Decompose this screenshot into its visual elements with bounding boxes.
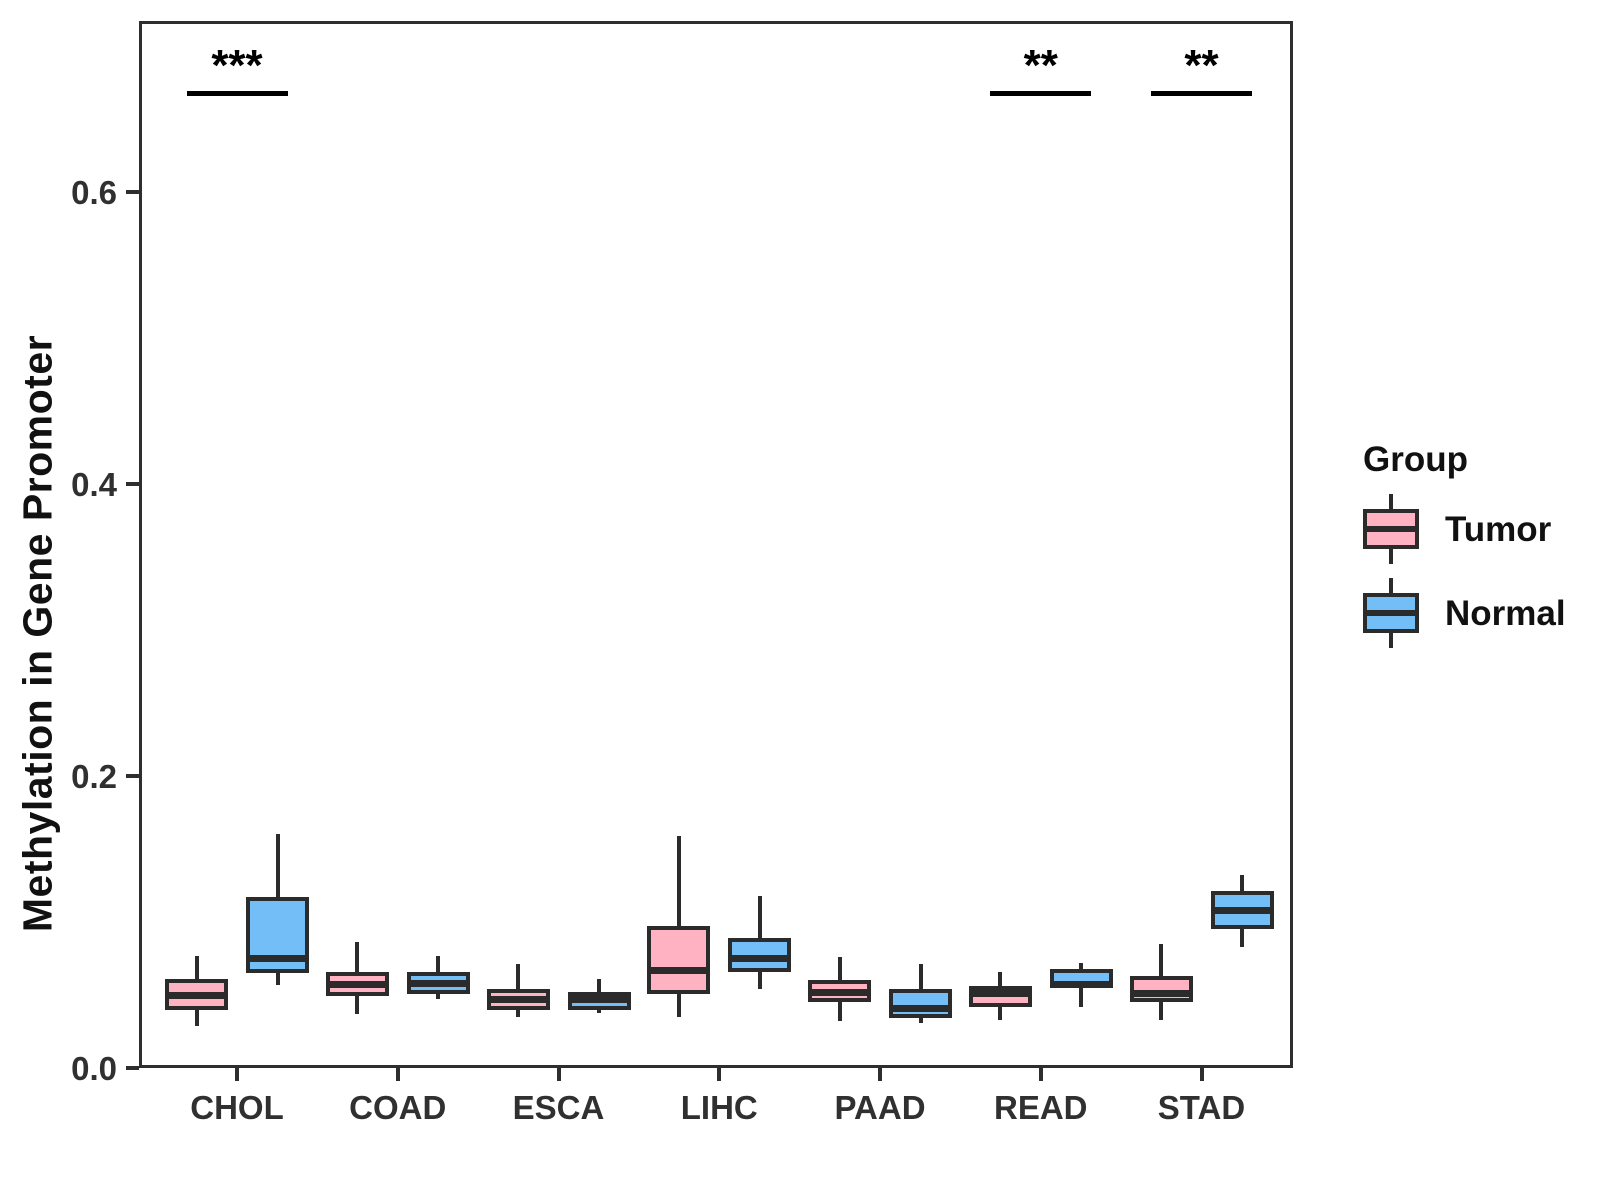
y-axis-tick [126,774,139,778]
median-tumor-stad [1129,990,1193,998]
median-tumor-lihc [647,966,711,974]
x-tick-label-lihc: LIHC [680,1089,758,1126]
box-tumor-lihc [647,926,711,994]
box-normal-paad [889,989,952,1019]
significance-label-stad: ** [1184,41,1219,90]
x-axis-tick [1038,1068,1043,1081]
x-axis-tick [235,1068,239,1081]
x-tick-label-stad: STAD [1157,1089,1246,1126]
x-tick-label-esca: ESCA [512,1089,605,1126]
x-axis-tick [717,1068,722,1081]
y-tick-label: 0.6 [71,174,117,211]
legend-key-part [1389,633,1393,648]
x-axis-tick [1199,1068,1204,1081]
median-tumor-coad [325,981,389,989]
legend-item-normal: Normal [1345,578,1595,648]
significance-label-chol: *** [211,41,263,90]
median-tumor-chol [165,991,228,999]
legend-key-part [1389,549,1393,564]
median-tumor-paad [808,988,871,996]
median-tumor-esca [486,995,550,1003]
y-axis-tick [126,482,139,486]
x-tick-label-read: READ [993,1089,1088,1126]
significance-line-read [990,91,1092,96]
box-tumor-stad [1129,976,1193,1003]
x-tick-label-chol: CHOL [190,1089,284,1126]
normal-boxplot-key-icon [1363,578,1419,648]
median-normal-esca [567,995,631,1003]
significance-label-read: ** [1023,41,1058,90]
plot-panel [139,21,1293,1068]
y-axis-tick [126,190,139,194]
legend-label-normal: Normal [1445,594,1566,633]
significance-line-chol [186,91,288,96]
x-axis-tick [556,1068,561,1081]
legend-key-part [1389,494,1393,509]
significance-line-stad [1151,91,1252,96]
x-axis-tick [395,1068,400,1081]
x-axis-tick [878,1068,882,1081]
median-normal-read [1049,981,1113,989]
median-normal-stad [1210,906,1274,914]
legend-label-tumor: Tumor [1445,510,1552,549]
tumor-boxplot-key-icon [1363,494,1419,564]
legend-key-part [1363,610,1419,616]
y-tick-label: 0.4 [71,466,117,503]
legend-key-part [1389,578,1393,593]
y-axis-tick [126,1066,139,1070]
box-normal-lihc [728,938,792,972]
median-normal-coad [406,979,470,987]
legend-title: Group [1363,440,1468,479]
x-tick-label-paad: PAAD [834,1089,926,1126]
x-tick-label-coad: COAD [349,1089,447,1126]
median-tumor-read [968,990,1032,998]
y-tick-label: 0.2 [71,758,117,795]
y-tick-label: 0.0 [71,1050,117,1087]
legend-item-tumor: Tumor [1345,494,1595,564]
median-normal-chol [246,955,309,962]
legend-key-part [1363,526,1419,532]
median-normal-lihc [728,955,792,962]
legend: Group Tumor Normal [1345,440,1595,648]
median-normal-paad [889,1004,952,1012]
